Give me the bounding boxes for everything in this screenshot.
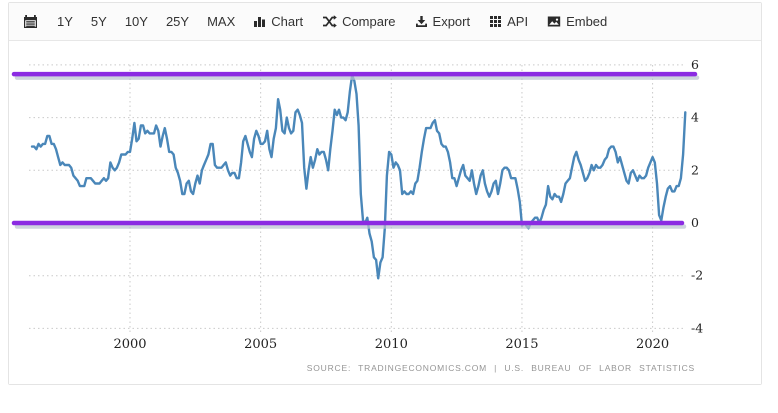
y-tick-label: 4 xyxy=(691,110,699,125)
x-tick-label: 2020 xyxy=(636,337,669,352)
embed-label: Embed xyxy=(566,14,608,29)
range-label: MAX xyxy=(207,14,236,29)
api-button[interactable]: API xyxy=(489,14,528,29)
range-button-10y[interactable]: 10Y xyxy=(125,14,148,29)
range-button-5y[interactable]: 5Y xyxy=(91,14,107,29)
chart-area[interactable]: 6 4 2 0 -2 -4 2000 2005 2010 2015 2020 SOURCE: TRA… xyxy=(9,41,761,384)
compare-label: Compare xyxy=(342,14,396,29)
y-tick-label: 6 xyxy=(691,57,699,72)
range-label: 5Y xyxy=(90,14,107,29)
inflation-line-series xyxy=(30,74,687,280)
compare-button[interactable]: Compare xyxy=(322,14,396,29)
calendar-button[interactable] xyxy=(23,14,38,29)
chart-type-label: Chart xyxy=(271,14,304,29)
y-tick-label: 2 xyxy=(691,162,699,177)
range-label: 1Y xyxy=(57,14,73,29)
image-icon xyxy=(547,15,561,28)
x-tick-label: 2005 xyxy=(244,337,277,352)
range-button-25y[interactable]: 25Y xyxy=(166,14,189,29)
export-button[interactable]: Export xyxy=(415,14,471,29)
range-label: 10Y xyxy=(124,14,148,29)
range-button-max[interactable]: MAX xyxy=(207,14,235,29)
chart-toolbar: 1Y 5Y 10Y 25Y MAX Chart Compare xyxy=(9,3,761,41)
api-label: API xyxy=(507,14,529,29)
bar-chart-icon xyxy=(253,15,266,28)
y-tick-label: 0 xyxy=(691,215,699,230)
chart-svg[interactable]: 6 4 2 0 -2 -4 2000 2005 2010 2015 2020 xyxy=(9,41,761,384)
shuffle-icon xyxy=(322,15,337,28)
chart-widget: 1Y 5Y 10Y 25Y MAX Chart Compare xyxy=(8,2,762,385)
x-tick-label: 2000 xyxy=(113,337,146,352)
range-label: 25Y xyxy=(165,14,190,29)
chart-type-button[interactable]: Chart xyxy=(253,14,303,29)
y-tick-label: -2 xyxy=(691,268,703,283)
download-icon xyxy=(415,15,428,28)
x-tick-label: 2010 xyxy=(375,337,408,352)
embed-button[interactable]: Embed xyxy=(547,14,607,29)
range-button-1y[interactable]: 1Y xyxy=(57,14,73,29)
source-note: SOURCE: TRADINGECONOMICS.COM | U.S. BURE… xyxy=(306,363,695,373)
y-tick-label: -4 xyxy=(691,320,703,335)
x-tick-label: 2015 xyxy=(505,337,538,352)
grid-icon xyxy=(489,15,502,28)
calendar-icon xyxy=(23,14,38,29)
export-label: Export xyxy=(432,14,471,29)
